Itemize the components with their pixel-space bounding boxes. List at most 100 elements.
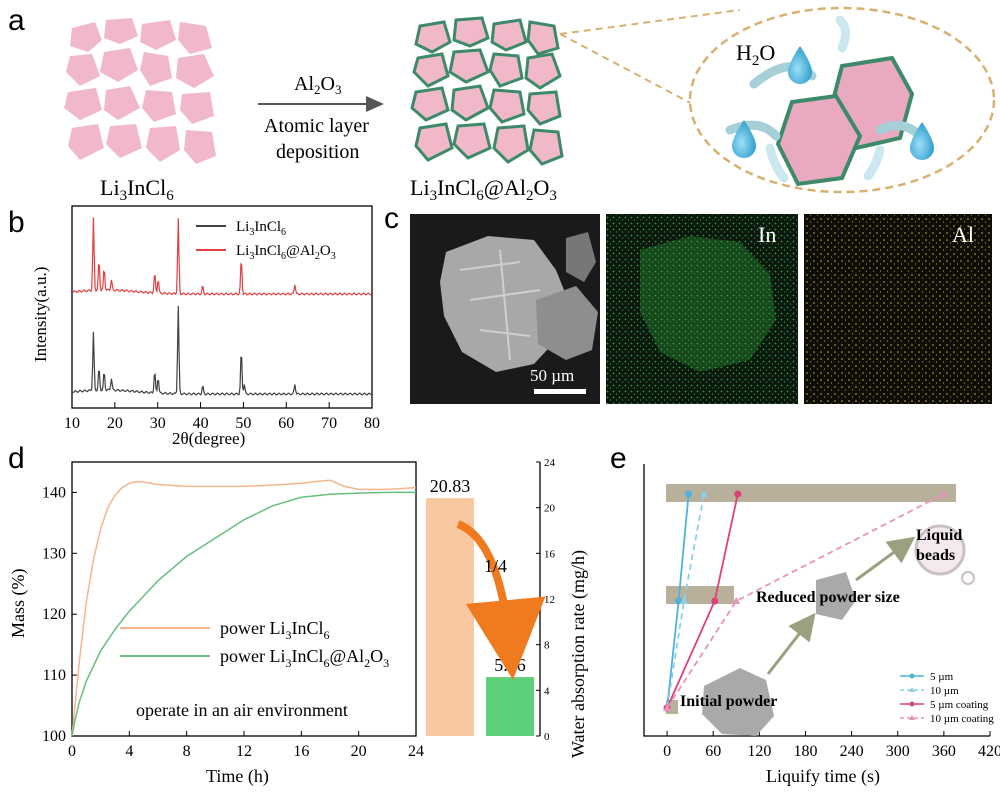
panel-e: e Liquify time (s) 0 60 120 180 240 300 360 420… — [610, 442, 1000, 787]
liquify-legend-label: 5 µm coating — [930, 699, 989, 711]
liquify-point — [679, 597, 688, 604]
liquify-xtick-label: 420 — [978, 743, 1000, 760]
initial-powder-label: Initial powder — [680, 693, 777, 710]
mass-xtick-label: 4 — [125, 743, 133, 760]
bar-ytick-label: 24 — [544, 457, 556, 469]
liquify-point — [663, 704, 672, 711]
liquify-xtick-label: 60 — [705, 743, 721, 760]
liquify-axes — [643, 464, 990, 737]
bar-ytick-label: 20 — [544, 503, 556, 515]
xrd-xlabel: 2θ(degree) — [172, 429, 245, 448]
mass-xtick-label: 20 — [351, 743, 367, 760]
scale-bar — [534, 389, 586, 394]
ald-line-3: deposition — [276, 141, 359, 163]
liquify-legend-label: 10 µm — [930, 685, 959, 697]
bar-ytick-label: 16 — [544, 548, 556, 560]
xrd-series-0 — [71, 305, 372, 396]
xrd-xtick-label: 10 — [64, 415, 80, 432]
mass-ytick-label: 100 — [42, 728, 66, 745]
mass-ytick-label: 130 — [42, 545, 66, 562]
mass-series-1 — [71, 491, 416, 737]
mass-xtick-label: 0 — [68, 743, 76, 760]
bar-ylabel: Water absorption rate (mg/h) — [568, 550, 589, 758]
li3incl6-particles — [64, 18, 216, 164]
liquify-xtick-label: 360 — [932, 743, 956, 760]
liquify-legend: 5 µm 10 µm 5 µm coating 10 µm coating — [900, 671, 994, 725]
mass-ticks: 0 4 8 12 16 20 24 100 110 120 130 140 — [42, 484, 424, 760]
li3incl6-label: Li3InCl6 — [100, 175, 174, 204]
xrd-xtick-label: 70 — [321, 415, 337, 432]
liquify-point — [734, 490, 742, 498]
water-bar-0 — [426, 498, 474, 736]
mass-lines — [71, 479, 417, 737]
scale-bar-label: 50 µm — [530, 366, 574, 385]
liquify-series-3 — [666, 493, 945, 709]
zoom-line-bottom — [559, 33, 701, 109]
legend-power-li3incl6: power Li3InCl6 — [220, 618, 330, 642]
liquify-xtick-label: 120 — [747, 743, 771, 760]
reduction-arrow — [456, 520, 546, 680]
legend-li3incl6: Li3InCl6 — [236, 219, 286, 238]
water-bar-value-0: 20.83 — [430, 476, 471, 496]
panel-e-label: e — [610, 442, 627, 475]
xrd-xtick-label: 80 — [364, 415, 380, 432]
in-eds-map: In — [606, 214, 798, 404]
zoom-line-top — [559, 9, 741, 35]
liquify-point — [711, 597, 719, 605]
coated-particles — [410, 16, 564, 166]
liquify-point — [699, 490, 708, 497]
panel-a-label: a — [8, 4, 25, 37]
liquify-point — [732, 597, 741, 604]
liquify-xlabel: Liquify time (s) — [766, 766, 880, 787]
liquify-legend-marker — [909, 687, 915, 692]
xrd-ylabel: Intensity(a.u.) — [31, 267, 50, 362]
ald-line-2: Atomic layer — [264, 115, 369, 137]
panel-d-label: d — [8, 442, 25, 475]
mass-ytick-label: 110 — [43, 667, 66, 684]
liquify-point — [675, 597, 683, 605]
xrd-xtick-label: 60 — [278, 415, 294, 432]
mass-xtick-label: 16 — [293, 743, 309, 760]
bar-ytick-label: 4 — [544, 685, 550, 697]
panel-c: c 50 µm In Al — [384, 202, 992, 404]
ratio-label: 1/4 — [484, 556, 507, 576]
liquify-series-1 — [666, 493, 705, 709]
panel-b-label: b — [8, 206, 25, 239]
mass-legend: power Li3InCl6 power Li3InCl6@Al2O3 — [120, 618, 389, 670]
xrd-axes-frame — [71, 205, 373, 409]
mass-xtick-label: 24 — [408, 743, 424, 760]
legend-power-coated: power Li3InCl6@Al2O3 — [220, 646, 389, 670]
liquify-point — [939, 490, 948, 497]
panel-a: a Li3InCl6 Al2O3 Atomic l — [8, 4, 996, 204]
water-drop-icon — [732, 46, 934, 160]
band-liquid — [666, 484, 956, 502]
liquify-lines — [663, 490, 948, 712]
bar-ytick-label: 12 — [544, 594, 555, 606]
liquify-legend-label: 10 µm coating — [930, 713, 994, 725]
liquify-legend-marker — [909, 715, 915, 720]
al-eds-map: Al — [804, 214, 992, 404]
bar-ytick-label: 0 — [544, 731, 550, 743]
air-environment-note: operate in an air environment — [136, 700, 348, 720]
liquify-ticks: 0 60 120 180 240 300 360 420 — [663, 731, 1000, 760]
mass-ytick-label: 140 — [42, 484, 66, 501]
xrd-ticks: 10 20 30 40 50 60 70 80 — [64, 402, 380, 432]
h2o-label: H2O — [736, 40, 775, 69]
liquify-xtick-label: 240 — [840, 743, 864, 760]
panel-d: d Mass (%) Time (h) 0 4 8 12 16 20 24100110120… — [8, 442, 589, 787]
xrd-legend: Li3InCl6 Li3InCl6@Al2O3 — [196, 219, 336, 262]
xrd-lines — [71, 217, 372, 396]
panel-c-label: c — [384, 202, 399, 235]
liquify-xtick-label: 300 — [886, 743, 910, 760]
mass-xtick-label: 8 — [183, 743, 191, 760]
al2o3-arrow-label: Al2O3 — [294, 73, 341, 97]
mass-xlabel: Time (h) — [206, 766, 269, 787]
liquify-legend-label: 5 µm — [930, 671, 954, 683]
sem-image: 50 µm — [410, 214, 600, 404]
legend-coated: Li3InCl6@Al2O3 — [236, 243, 336, 262]
liquify-xtick-label: 180 — [793, 743, 817, 760]
xrd-series-1 — [71, 217, 372, 296]
bar-ytick-label: 8 — [544, 640, 550, 652]
liquify-xtick-label: 0 — [663, 743, 671, 760]
